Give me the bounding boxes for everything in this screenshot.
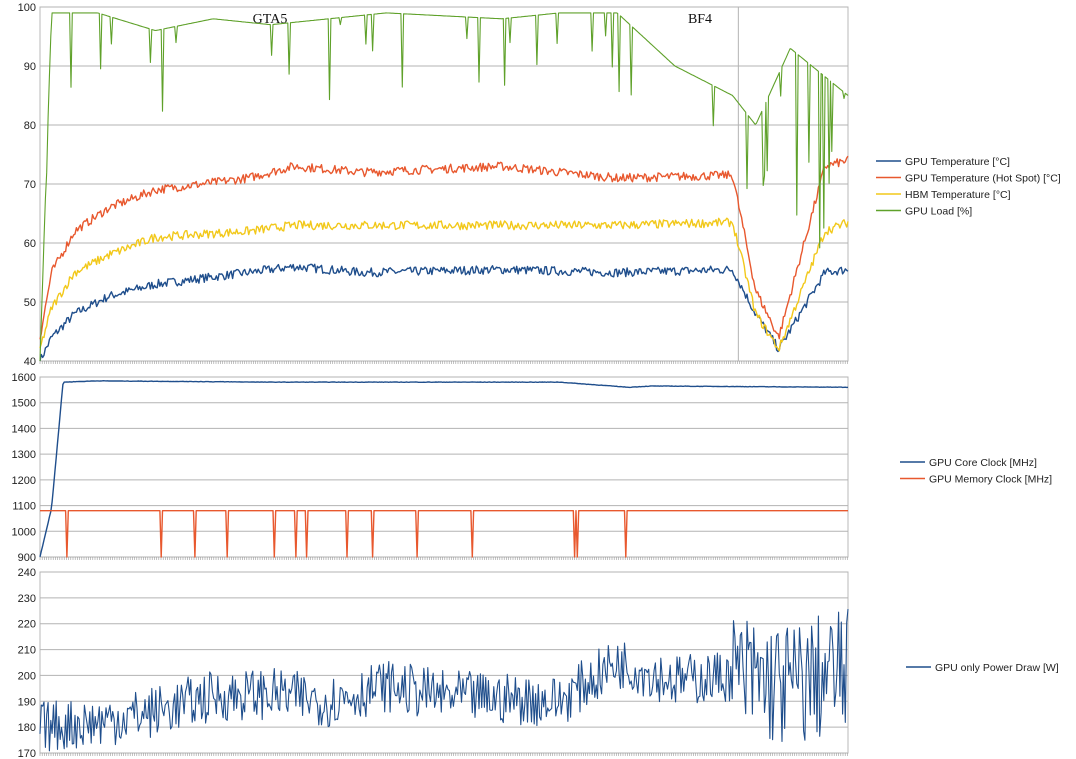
series-line-1: [39, 155, 849, 340]
y-tick-label: 210: [18, 645, 36, 657]
series-line-0: [39, 609, 849, 752]
y-tick-label: 1500: [12, 398, 36, 410]
y-tick-label: 40: [24, 356, 36, 368]
y-tick-label: 190: [18, 696, 36, 708]
y-tick-label: 80: [24, 120, 36, 132]
legend-3: GPU only Power Draw [W]: [906, 662, 1059, 674]
series-line-3: [39, 12, 849, 362]
y-tick-label: 90: [24, 61, 36, 73]
legend-label: GPU only Power Draw [W]: [935, 662, 1059, 674]
y-tick-label: 1100: [12, 501, 36, 513]
y-tick-label: 170: [18, 748, 36, 759]
y-tick-label: 70: [24, 179, 36, 191]
legend-label: GPU Temperature (Hot Spot) [°C]: [905, 173, 1061, 185]
legend-1: GPU Temperature [°C] GPU Temperature (Hot…: [876, 156, 1061, 218]
y-tick-label: 1300: [12, 449, 36, 461]
y-tick-label: 100: [18, 2, 36, 14]
series-line-0: [39, 380, 849, 558]
y-tick-label: 220: [18, 619, 36, 631]
series-line-1: [40, 510, 848, 558]
legend-label: GPU Memory Clock [MHz]: [929, 474, 1052, 486]
y-tick-label: 180: [18, 722, 36, 734]
y-tick-label: 1600: [12, 372, 36, 384]
y-tick-label: 240: [18, 567, 36, 579]
y-tick-label: 50: [24, 297, 36, 309]
series-line-0: [39, 263, 849, 362]
legend-label: HBM Temperature [°C]: [905, 189, 1011, 201]
y-tick-label: 900: [18, 552, 36, 564]
legend-label: GPU Load [%]: [905, 206, 972, 218]
y-tick-label: 1200: [12, 475, 36, 487]
y-tick-label: 230: [18, 593, 36, 605]
y-tick-label: 1000: [12, 526, 36, 538]
legend-2: GPU Core Clock [MHz] GPU Memory Clock [MH…: [900, 457, 1052, 486]
legend-label: GPU Core Clock [MHz]: [929, 457, 1037, 469]
section-label-bf4: BF4: [688, 12, 712, 27]
series-line-2: [39, 217, 849, 352]
y-tick-label: 60: [24, 238, 36, 250]
plot-frame-3: [39, 571, 849, 754]
y-tick-label: 200: [18, 670, 36, 682]
y-tick-label: 1400: [12, 423, 36, 435]
plot-frame-2: [39, 376, 849, 558]
legend-label: GPU Temperature [°C]: [905, 156, 1010, 168]
